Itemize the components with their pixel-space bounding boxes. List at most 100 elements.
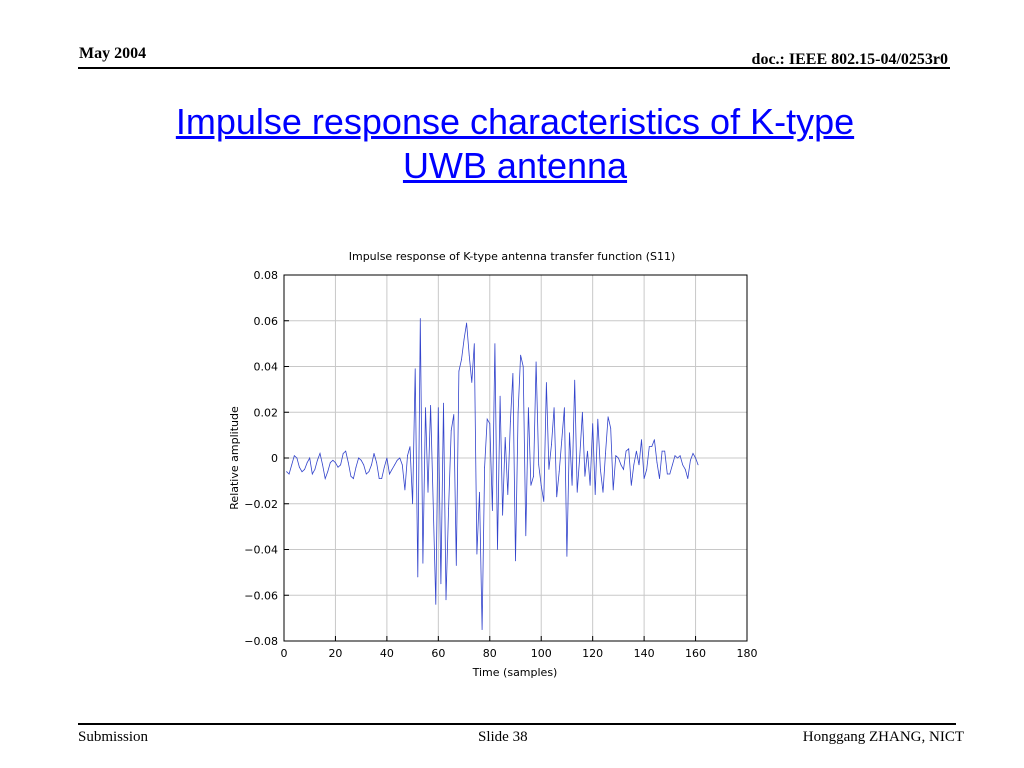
data-point <box>571 485 573 486</box>
data-point <box>651 446 653 447</box>
data-point <box>458 370 460 372</box>
x-axis-ticks: 0 20 40 60 80 100 120 140 160 180 <box>281 636 758 660</box>
data-point <box>347 462 349 463</box>
data-point <box>427 491 429 493</box>
data-point <box>453 414 455 415</box>
data-point <box>566 556 568 557</box>
data-point <box>641 439 642 441</box>
x-tick-label: 0 <box>281 647 288 660</box>
data-point <box>471 382 473 383</box>
data-point <box>530 485 532 486</box>
data-point <box>350 475 352 477</box>
data-point <box>695 457 696 459</box>
data-point <box>522 366 524 367</box>
data-point <box>309 457 311 459</box>
data-point <box>664 450 666 452</box>
y-tick-label: 0.08 <box>254 269 279 282</box>
impulse-response-chart: Impulse response of K-type antenna trans… <box>228 250 758 679</box>
data-point <box>353 478 354 479</box>
data-point <box>636 450 637 452</box>
x-tick-label: 100 <box>531 647 552 660</box>
data-point <box>553 407 555 409</box>
data-point <box>378 478 380 479</box>
data-point <box>510 421 511 422</box>
data-point <box>587 450 588 452</box>
data-point <box>340 464 341 466</box>
data-point <box>504 437 506 438</box>
data-point <box>404 489 406 491</box>
y-tick-label: 0.04 <box>254 361 279 374</box>
data-point <box>630 485 632 486</box>
x-tick-label: 180 <box>737 647 758 660</box>
data-point <box>525 535 527 537</box>
data-point <box>329 462 331 463</box>
data-point <box>383 466 385 468</box>
data-point <box>399 457 401 459</box>
data-point <box>502 514 503 516</box>
data-point <box>306 462 308 463</box>
x-tick-label: 60 <box>431 647 445 660</box>
data-point <box>425 407 426 409</box>
data-point <box>437 407 439 409</box>
data-point <box>574 379 576 381</box>
data-point <box>484 466 485 468</box>
data-point <box>304 469 305 470</box>
data-point <box>396 459 398 461</box>
data-point <box>391 469 393 470</box>
x-tick-label: 40 <box>380 647 394 660</box>
data-point <box>461 359 462 360</box>
data-point <box>389 473 390 475</box>
data-point <box>579 455 581 457</box>
data-point <box>520 354 521 356</box>
data-point <box>386 457 388 459</box>
data-point <box>607 416 609 418</box>
data-point <box>512 373 514 374</box>
x-tick-label: 140 <box>634 647 655 660</box>
data-point <box>358 457 359 459</box>
series-line <box>286 318 699 630</box>
data-point <box>669 473 671 475</box>
data-point <box>463 338 465 340</box>
data-point <box>435 604 437 605</box>
data-point <box>672 464 673 466</box>
data-point <box>394 464 395 466</box>
y-axis-ticks: −0.08 −0.06 −0.04 −0.02 0 0.02 0.04 0.06 0.08 <box>244 269 289 648</box>
data-point <box>430 405 431 406</box>
footer-author: Honggang ZHANG, NICT <box>802 729 964 745</box>
y-tick-label: −0.02 <box>244 498 278 511</box>
data-point <box>476 553 478 555</box>
data-point <box>448 507 449 509</box>
data-point <box>327 471 329 473</box>
data-point <box>582 411 583 413</box>
data-point <box>628 448 630 450</box>
footer-divider <box>78 723 956 725</box>
data-point <box>409 446 411 447</box>
data-point <box>486 418 488 420</box>
data-point <box>445 599 447 601</box>
data-point <box>363 464 365 466</box>
data-point <box>661 450 663 452</box>
y-tick-label: 0.02 <box>254 406 279 419</box>
data-point <box>551 443 552 445</box>
data-point <box>299 466 300 468</box>
data-point <box>679 455 681 457</box>
data-point <box>633 464 635 466</box>
slide-title-line2: UWB antenna <box>402 145 628 186</box>
data-point <box>638 464 640 466</box>
data-point <box>623 469 624 470</box>
y-tick-label: 0.06 <box>254 315 279 328</box>
data-point <box>594 494 596 495</box>
data-point <box>687 478 689 479</box>
data-point <box>419 318 421 319</box>
data-point <box>561 439 563 441</box>
data-point <box>558 471 560 473</box>
chart-title: Impulse response of K-type antenna trans… <box>349 250 676 263</box>
data-point <box>417 576 419 578</box>
data-point <box>322 464 323 466</box>
data-point <box>515 560 516 562</box>
data-point <box>407 455 408 457</box>
data-point <box>337 466 339 468</box>
data-point <box>605 453 606 454</box>
x-tick-label: 80 <box>483 647 497 660</box>
data-point <box>317 459 318 461</box>
